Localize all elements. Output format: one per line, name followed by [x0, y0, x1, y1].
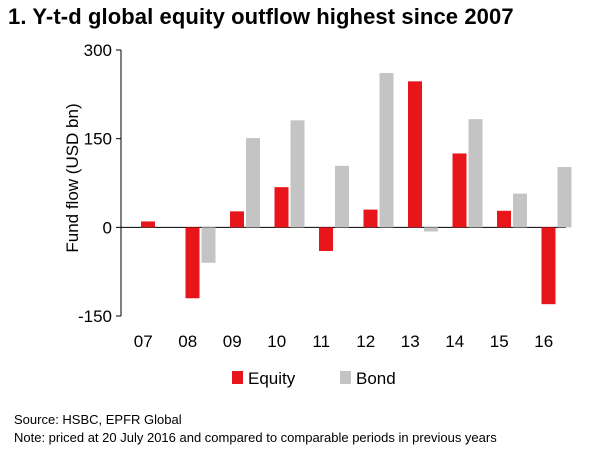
bond-bar-12	[379, 73, 394, 228]
legend-swatch-equity	[232, 371, 243, 384]
equity-bar-13	[408, 81, 422, 228]
x-tick-label-13: 13	[401, 332, 420, 351]
equity-bar-15	[497, 210, 511, 228]
legend-swatch-bond	[340, 371, 351, 384]
y-tick-label: 300	[84, 41, 112, 60]
bond-bar-08	[201, 227, 216, 263]
bars	[141, 73, 572, 305]
equity-bar-16	[541, 227, 556, 305]
equity-bar-10	[274, 187, 289, 228]
bond-bar-09	[246, 138, 260, 228]
y-tick-label: 0	[103, 218, 112, 237]
equity-bar-08	[185, 227, 200, 299]
bond-bar-11	[335, 165, 349, 228]
bond-bar-15	[513, 193, 527, 228]
bond-bar-10	[290, 120, 305, 228]
equity-bar-07	[141, 221, 155, 228]
y-axis-label: Fund flow (USD bn)	[63, 103, 82, 252]
legend: Equity Bond	[232, 369, 396, 388]
x-tick-label-14: 14	[445, 332, 464, 351]
y-tick-label: 150	[84, 130, 112, 149]
x-tick-label-10: 10	[267, 332, 286, 351]
x-tick-label-16: 16	[534, 332, 553, 351]
equity-bar-09	[230, 211, 244, 228]
x-tick-label-07: 07	[134, 332, 153, 351]
legend-label-bond: Bond	[356, 369, 396, 388]
x-tick-label-12: 12	[356, 332, 375, 351]
equity-bar-12	[363, 209, 378, 228]
fund-flow-bar-chart: 300 150 0 -150 07 08 09 10 11 12 13 14 15 16 Equity B…	[63, 41, 572, 388]
source-note: Source: HSBC, EPFR Global	[14, 412, 182, 427]
bond-bar-13	[424, 227, 438, 232]
equity-bar-14	[452, 153, 467, 228]
x-tick-labels: 07 08 09 10 11 12 13 14 15 16	[134, 332, 553, 351]
bond-bar-14	[468, 119, 483, 228]
equity-bar-11	[319, 227, 333, 251]
chart-title: 1. Y-t-d global equity outflow highest s…	[8, 4, 514, 29]
x-tick-label-15: 15	[490, 332, 509, 351]
legend-label-equity: Equity	[248, 369, 296, 388]
bond-bar-16	[557, 167, 572, 228]
x-tick-label-11: 11	[312, 332, 330, 351]
y-tick-label: -150	[78, 307, 112, 326]
x-tick-label-08: 08	[178, 332, 197, 351]
y-axis: 300 150 0 -150	[78, 41, 566, 326]
footnote: Note: priced at 20 July 2016 and compare…	[14, 430, 497, 445]
x-tick-label-09: 09	[223, 332, 242, 351]
